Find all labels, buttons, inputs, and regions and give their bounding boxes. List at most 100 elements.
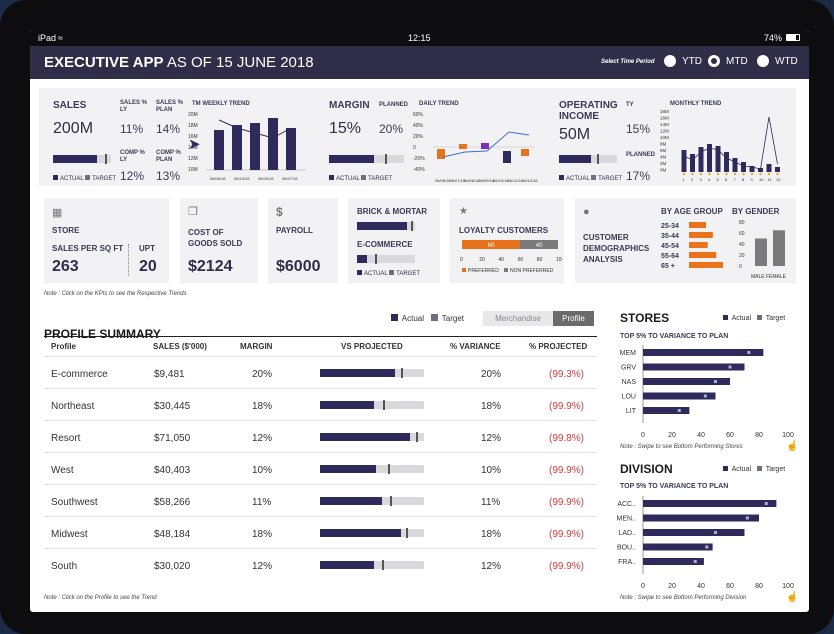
stores-subtitle: TOP 5% TO VARIANCE TO PLAN: [620, 333, 729, 340]
y-tick-label: 18M: [188, 123, 198, 129]
opinc-bar: [698, 147, 704, 172]
boxes-icon: ❒: [188, 206, 198, 218]
opinc-bar: [724, 152, 729, 172]
opinc-planned-label: PLANNED: [626, 152, 656, 158]
sales-value: $9,481: [154, 369, 185, 380]
opinc-legend: ACTUAL TARGET: [559, 175, 622, 182]
kpi-note: Note : Click on the KPIs to see the Resp…: [44, 291, 187, 297]
age-bar: [689, 232, 713, 238]
vs-projected-bar: [320, 400, 424, 410]
stores-chart[interactable]: MEM GRV NAS LOU LIT 0 20 40 60 80 100: [616, 343, 801, 439]
dollar-icon: $: [276, 205, 283, 219]
margin-value: 18%: [252, 529, 273, 540]
table-row[interactable]: Midwest $48,184 18% 18% (99.9%): [44, 516, 597, 548]
legend-target-swatch: [85, 175, 91, 180]
margin-value: 10%: [252, 465, 273, 476]
y-tick-label: 12M: [188, 156, 198, 162]
x-tick-label: 60: [726, 432, 734, 439]
table-row[interactable]: South $30,020 12% 12% (99.9%): [44, 548, 597, 580]
y-tick-label: 0M: [660, 168, 667, 173]
y-tick-label: 16M: [660, 116, 669, 121]
sales-bar: [250, 123, 260, 170]
brick-mortar-title: BRICK & MORTAR: [357, 207, 428, 216]
table-row[interactable]: E-commerce $9,481 20% 20% (99.3%): [44, 356, 597, 388]
margin-daily-trend-chart[interactable]: 60% 40% 20% 0 -20% -40% 06/06/1606/07/1606/08/…: [413, 110, 538, 184]
opinc-marker: [708, 172, 711, 176]
radio-wtd[interactable]: WTD: [757, 55, 798, 67]
female-bar: [773, 230, 785, 266]
radio-ytd[interactable]: YTD: [664, 55, 702, 67]
channel-panel[interactable]: [348, 198, 440, 283]
toggle-merchandise[interactable]: Merchandise: [483, 311, 553, 326]
division-chart[interactable]: ACC.. MEN.. LAD.. BOU.. FRA.. 0 20 40 60 80 100: [616, 494, 801, 590]
category-label: FRA..: [618, 559, 636, 566]
legend-actual-swatch: [53, 175, 58, 180]
toggle-profile[interactable]: Profile: [553, 311, 594, 326]
store-icon: ▦: [52, 207, 63, 219]
spsf-value: 263: [52, 258, 79, 275]
sales-weekly-trend-chart[interactable]: 20M 18M 16M 14M 12M 10M 06/06/16 06/13/16 06/20/…: [188, 110, 308, 184]
x-tick-label: 06/20/16: [258, 176, 274, 181]
sales-bar: [232, 125, 242, 170]
preferred-bar: [462, 240, 520, 249]
cogs-panel[interactable]: [180, 198, 258, 283]
y-tick-label: 18M: [660, 109, 669, 114]
projected-value: (99.9%): [549, 401, 585, 412]
swipe-icon[interactable]: ☝: [786, 592, 799, 603]
opinc-ty-value: 15%: [626, 122, 651, 136]
table-row[interactable]: Southwest $58,266 11% 11% (99.9%): [44, 484, 597, 516]
radio-ytd-dot[interactable]: [664, 55, 676, 67]
table-row[interactable]: Resort $71,050 12% 12% (99.8%): [44, 420, 597, 452]
swipe-icon[interactable]: ☝: [786, 441, 799, 452]
x-tick-label: 80: [755, 583, 763, 590]
actual-bar: [643, 349, 764, 356]
x-tick-label: 0: [641, 583, 645, 590]
projected-value: (99.8%): [549, 433, 585, 444]
x-tick-label: 20: [668, 432, 676, 439]
x-tick-label: 100: [782, 432, 794, 439]
y-tick-label: 0: [413, 145, 416, 151]
margin-value: 12%: [252, 561, 273, 572]
vs-projected-bar: [320, 560, 424, 570]
store-panel[interactable]: [44, 198, 169, 283]
vs-projected-bar: [320, 528, 424, 538]
opinc-bar: [758, 168, 763, 172]
payroll-panel[interactable]: [268, 198, 338, 283]
mouse-pointer-icon: ➤: [188, 136, 201, 153]
x-tick-label: 100: [782, 583, 794, 590]
x-tick-label: 0: [641, 432, 645, 439]
sales-value: $48,184: [154, 529, 191, 540]
x-tick-label: 60: [726, 583, 734, 590]
actual-bar: [643, 407, 690, 414]
col-variance: % VARIANCE: [450, 342, 501, 351]
target-marker: [714, 380, 717, 383]
trophy-icon: ★: [459, 206, 468, 217]
sales-plan-label: SALES % PLAN: [156, 100, 184, 113]
profile-name: Southwest: [51, 497, 98, 508]
x-tick-label: 10: [759, 177, 764, 182]
col-sales: SALES ($'000): [153, 342, 207, 351]
radio-mtd-dot[interactable]: [708, 55, 720, 67]
age-label: 55-64: [661, 253, 679, 260]
sales-value: $30,445: [154, 401, 191, 412]
x-tick-label: 4: [708, 177, 711, 182]
opinc-bar: [749, 166, 755, 172]
table-row[interactable]: West $40,403 10% 10% (99.9%): [44, 452, 597, 484]
age-bar: [689, 222, 706, 228]
opinc-bar: [715, 146, 721, 172]
x-tick-label: 80: [537, 257, 543, 263]
radio-wtd-dot[interactable]: [757, 55, 769, 67]
screen: iPad ≈ 12:15 74% EXECUTIVE APP AS OF 15 …: [30, 30, 809, 612]
projected-value: (99.9%): [549, 529, 585, 540]
margin-daily-bar: [521, 149, 529, 156]
actual-bar: [643, 514, 759, 522]
variance-value: 10%: [481, 465, 502, 476]
profile-note: Note : Click on the Profile to see the T…: [44, 595, 157, 601]
x-tick-label: 7: [734, 177, 737, 182]
radio-mtd[interactable]: MTD: [708, 55, 748, 67]
y-tick-label: 4M: [660, 155, 667, 160]
table-row[interactable]: Northeast $30,445 18% 18% (99.9%): [44, 388, 597, 420]
target-marker: [747, 351, 751, 354]
y-tick-label: 60: [739, 231, 745, 237]
